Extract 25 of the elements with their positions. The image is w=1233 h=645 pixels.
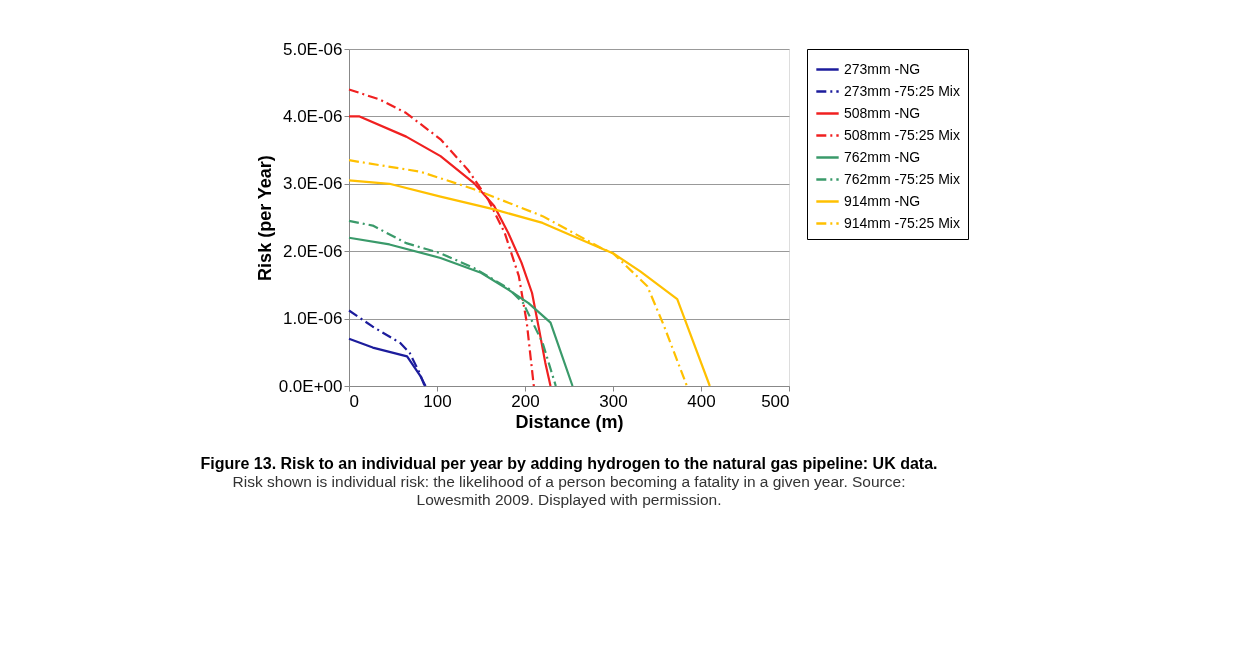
x-tick-label: 200 [511,391,540,411]
y-tick-label: 4.0E-06 [282,106,343,126]
legend-label: 914mm -75:25 Mix [844,214,960,231]
legend-label: 762mm -75:25 Mix [844,170,960,187]
x-tick-label: 300 [599,391,628,411]
legend-label: 762mm -NG [844,148,921,165]
legend-label: 914mm -NG [844,192,921,209]
x-tick-label: 400 [687,391,716,411]
x-axis-title: Distance (m) [515,411,624,432]
legend-label: 508mm -NG [844,104,921,121]
legend-label: 273mm -NG [844,60,921,77]
y-tick-label: 0.0E+00 [278,376,343,396]
y-axis-title: Risk (per Year) [254,155,275,281]
y-tick-label: 2.0E-06 [282,241,343,261]
legend-label: 508mm -75:25 Mix [844,126,960,143]
y-tick-label: 1.0E-06 [282,309,343,329]
x-tick-label: 100 [423,391,452,411]
text: Lowesmith 2009. Displayed with permission. [416,490,722,508]
x-tick-label: 0 [349,391,359,411]
x-tick-label: 500 [761,391,790,411]
y-tick-label: 5.0E-06 [282,39,343,59]
text: Figure 13. Risk to an individual per year by adding hydrogen to the natural gas pipeline: UK data. [200,455,938,472]
legend-label: 273mm -75:25 Mix [844,82,960,99]
text: Risk shown is individual risk: the likelihood of a person becoming a fatality in a given year. Source: [232,473,906,490]
y-tick-label: 3.0E-06 [282,174,343,194]
